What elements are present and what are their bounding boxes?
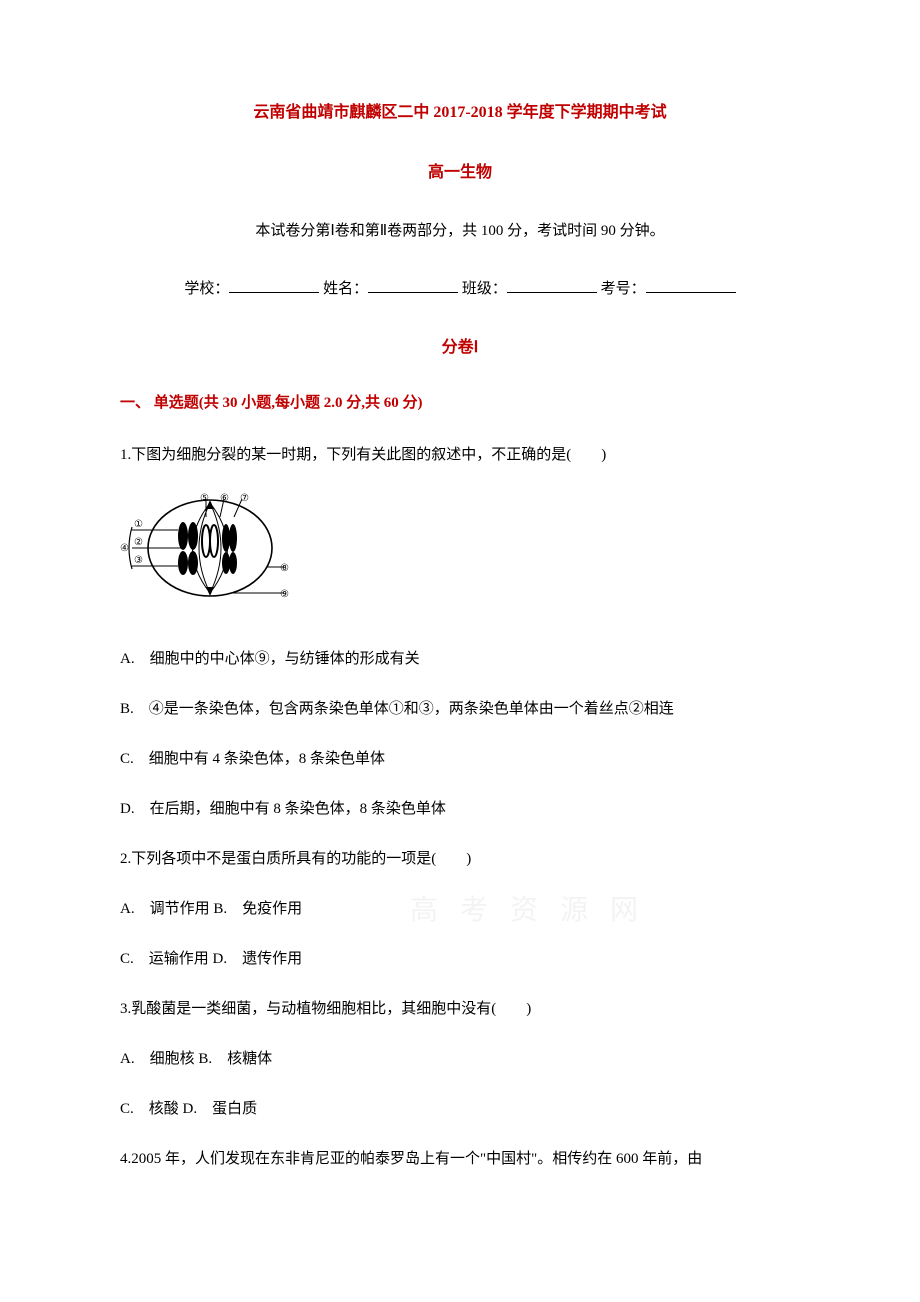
school-label: 学校： <box>184 281 229 297</box>
svg-text:⑤: ⑤ <box>200 493 209 504</box>
svg-text:①: ① <box>134 519 143 530</box>
question-stem: 2.下列各项中不是蛋白质所具有的功能的一项是( ) <box>120 847 800 871</box>
class-blank[interactable] <box>507 277 597 293</box>
svg-text:⑥: ⑥ <box>220 493 229 504</box>
question-1: 1.下图为细胞分裂的某一时期，下列有关此图的叙述中，不正确的是( ) <box>120 443 800 821</box>
cell-division-figure: ① ② ③ ④ ⑤ ⑥ ⑦ ⑧ ⑨ <box>120 493 800 621</box>
svg-text:⑧: ⑧ <box>280 563 289 574</box>
part-heading: 一、 单选题(共 30 小题,每小题 2.0 分,共 60 分) <box>120 391 800 415</box>
examno-blank[interactable] <box>646 277 736 293</box>
option-line-2: C. 运输作用 D. 遗传作用 <box>120 947 800 971</box>
section-heading: 分卷Ⅰ <box>120 335 800 361</box>
question-4: 4.2005 年，人们发现在东非肯尼亚的帕泰罗岛上有一个"中国村"。相传约在 6… <box>120 1147 800 1171</box>
exam-page: 云南省曲靖市麒麟区二中 2017-2018 学年度下学期期中考试 高一生物 本试… <box>0 0 920 1257</box>
option-line-2: C. 核酸 D. 蛋白质 <box>120 1097 800 1121</box>
svg-text:⑦: ⑦ <box>240 493 249 504</box>
svg-text:⑨: ⑨ <box>280 589 289 600</box>
svg-text:③: ③ <box>134 555 143 566</box>
name-blank[interactable] <box>368 277 458 293</box>
option-c: C. 细胞中有 4 条染色体，8 条染色单体 <box>120 747 800 771</box>
option-d: D. 在后期，细胞中有 8 条染色体，8 条染色单体 <box>120 797 800 821</box>
svg-text:④: ④ <box>120 543 129 554</box>
svg-text:②: ② <box>134 537 143 548</box>
option-b: B. ④是一条染色体，包含两条染色单体①和③，两条染色单体由一个着丝点②相连 <box>120 697 800 721</box>
exam-subtitle: 高一生物 <box>120 160 800 186</box>
exam-title: 云南省曲靖市麒麟区二中 2017-2018 学年度下学期期中考试 <box>120 100 800 126</box>
examno-label: 考号： <box>601 281 646 297</box>
school-blank[interactable] <box>229 277 319 293</box>
question-stem: 3.乳酸菌是一类细菌，与动植物细胞相比，其细胞中没有( ) <box>120 997 800 1021</box>
question-2: 2.下列各项中不是蛋白质所具有的功能的一项是( ) 高考资源网 A. 调节作用 … <box>120 847 800 971</box>
name-label: 姓名： <box>323 281 368 297</box>
option-line-1: A. 细胞核 B. 核糖体 <box>120 1047 800 1071</box>
question-stem: 4.2005 年，人们发现在东非肯尼亚的帕泰罗岛上有一个"中国村"。相传约在 6… <box>120 1147 800 1171</box>
question-stem: 1.下图为细胞分裂的某一时期，下列有关此图的叙述中，不正确的是( ) <box>120 443 800 467</box>
student-fields: 学校： 姓名： 班级： 考号： <box>120 277 800 301</box>
paper-info: 本试卷分第Ⅰ卷和第Ⅱ卷两部分，共 100 分，考试时间 90 分钟。 <box>120 219 800 243</box>
cell-diagram-icon: ① ② ③ ④ ⑤ ⑥ ⑦ ⑧ ⑨ <box>120 493 290 613</box>
option-a: A. 细胞中的中心体⑨，与纺锤体的形成有关 <box>120 647 800 671</box>
class-label: 班级： <box>462 281 507 297</box>
question-3: 3.乳酸菌是一类细菌，与动植物细胞相比，其细胞中没有( ) A. 细胞核 B. … <box>120 997 800 1121</box>
option-line-1: A. 调节作用 B. 免疫作用 <box>120 897 800 921</box>
